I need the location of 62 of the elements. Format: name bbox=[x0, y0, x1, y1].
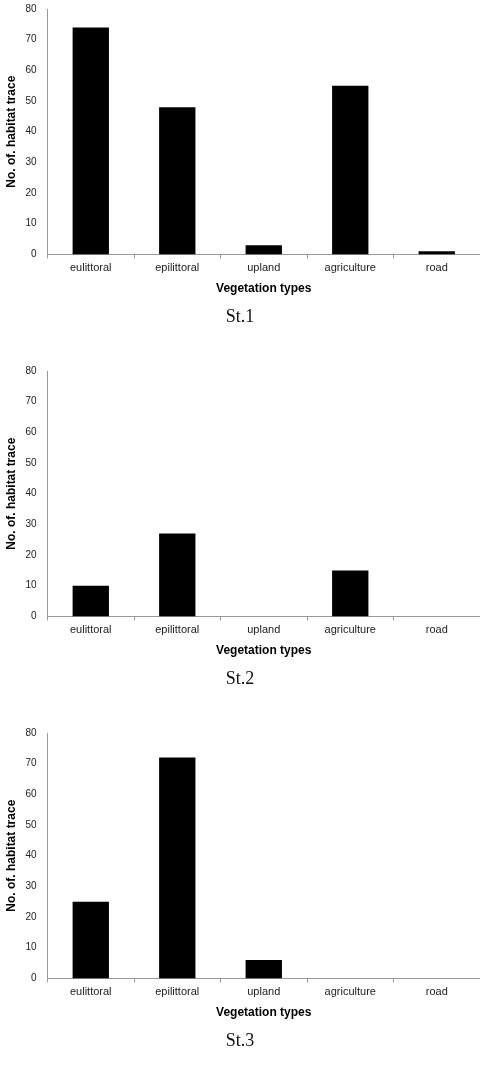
bar bbox=[159, 533, 196, 617]
x-tick-label: agriculture bbox=[324, 261, 376, 274]
y-tick-label: 20 bbox=[25, 186, 37, 198]
y-tick-label: 80 bbox=[25, 726, 37, 738]
y-tick-label: 0 bbox=[30, 610, 37, 622]
bar bbox=[332, 85, 369, 255]
y-tick-label: 20 bbox=[25, 548, 37, 560]
y-axis-title: No. of. habitat trace bbox=[3, 75, 18, 188]
x-axis-title: Vegetation types bbox=[216, 643, 312, 658]
bar bbox=[159, 757, 196, 979]
x-axis-title: Vegetation types bbox=[216, 1005, 312, 1020]
x-tick-label: upland bbox=[247, 623, 281, 636]
y-tick-label: 60 bbox=[25, 426, 37, 438]
y-tick-label: 80 bbox=[25, 2, 37, 14]
x-tick-label: agriculture bbox=[324, 623, 376, 636]
bar bbox=[72, 585, 109, 617]
x-tick-label: epilittoral bbox=[155, 623, 200, 636]
text: St.3 bbox=[224, 1030, 256, 1051]
y-tick-label: 70 bbox=[25, 395, 37, 407]
y-tick-label: 30 bbox=[25, 156, 37, 168]
y-tick-label: 50 bbox=[25, 456, 37, 468]
x-tick-label: road bbox=[425, 261, 448, 274]
x-tick-label: eulittoral bbox=[69, 261, 112, 274]
bar bbox=[72, 901, 109, 979]
y-tick-label: 10 bbox=[25, 941, 37, 953]
y-axis-title: No. of. habitat trace bbox=[3, 437, 18, 550]
y-tick-label: 70 bbox=[25, 33, 37, 45]
text: St.1 bbox=[224, 306, 256, 327]
bar bbox=[332, 570, 369, 617]
y-tick-label: 70 bbox=[25, 757, 37, 769]
x-tick-label: road bbox=[425, 623, 448, 636]
y-tick-label: 40 bbox=[25, 487, 37, 499]
bar bbox=[72, 27, 109, 255]
x-tick-label: eulittoral bbox=[69, 623, 112, 636]
y-tick-label: 0 bbox=[30, 248, 37, 260]
text: St.2 bbox=[224, 668, 256, 689]
bar bbox=[418, 251, 455, 255]
y-tick-label: 60 bbox=[25, 64, 37, 76]
x-axis-title: Vegetation types bbox=[216, 281, 312, 296]
y-tick-label: 80 bbox=[25, 364, 37, 376]
bar bbox=[159, 107, 196, 255]
y-tick-label: 0 bbox=[30, 972, 37, 984]
y-tick-label: 50 bbox=[25, 818, 37, 830]
x-tick-label: epilittoral bbox=[155, 261, 200, 274]
y-tick-label: 10 bbox=[25, 579, 37, 591]
y-tick-label: 40 bbox=[25, 849, 37, 861]
y-tick-label: 20 bbox=[25, 910, 37, 922]
x-tick-label: upland bbox=[247, 261, 281, 274]
x-tick-label: upland bbox=[247, 985, 281, 998]
y-tick-label: 10 bbox=[25, 217, 37, 229]
y-tick-label: 40 bbox=[25, 125, 37, 137]
bar bbox=[245, 960, 282, 979]
y-axis-title: No. of. habitat trace bbox=[3, 799, 18, 912]
bar bbox=[245, 245, 282, 255]
x-tick-label: eulittoral bbox=[69, 985, 112, 998]
y-tick-label: 60 bbox=[25, 788, 37, 800]
y-tick-label: 50 bbox=[25, 94, 37, 106]
y-tick-label: 30 bbox=[25, 880, 37, 892]
y-tick-label: 30 bbox=[25, 518, 37, 530]
x-tick-label: epilittoral bbox=[155, 985, 200, 998]
x-tick-label: road bbox=[425, 985, 448, 998]
x-tick-label: agriculture bbox=[324, 985, 376, 998]
